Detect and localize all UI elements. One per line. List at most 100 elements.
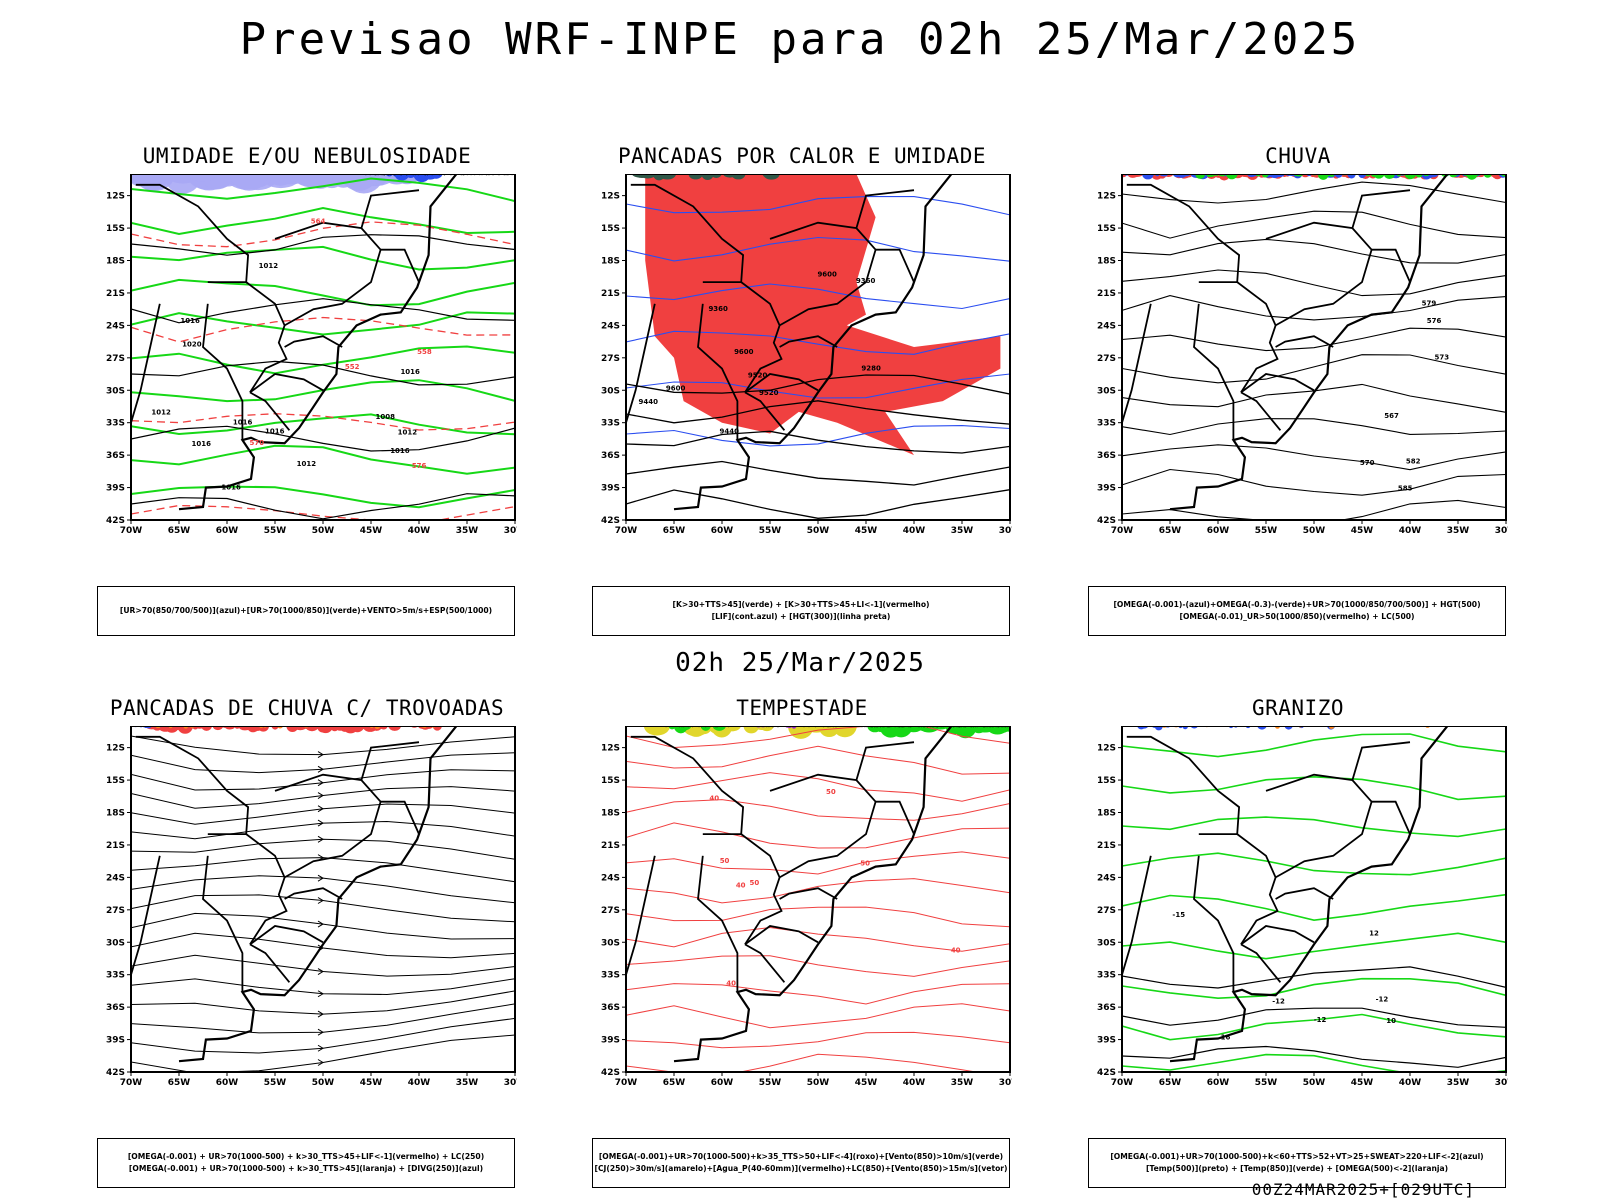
precipitable-water-contour — [626, 745, 1010, 775]
page-title: Previsao WRF-INPE para 02h 25/Mar/2025 — [239, 14, 1361, 65]
map-granizo: -12 -12 12 -15 16 -12 10 12S 15S 18S 21S 24S 27S 30S 3… — [1097, 726, 1508, 1088]
lon-tick-label: 50W — [312, 526, 335, 536]
country-border — [875, 800, 915, 835]
lon-tick-label: 35W — [951, 526, 974, 536]
lon-tick-label: 30W — [504, 526, 517, 536]
lon-tick-label: 45W — [360, 526, 383, 536]
thunderstorm-area — [238, 726, 252, 731]
lon-tick-label: 50W — [807, 526, 830, 536]
humidity-low-level-contour — [131, 413, 515, 436]
k-tts-area — [701, 174, 714, 181]
lat-tick-label: 27S — [106, 906, 125, 916]
precipitable-water-contour — [626, 851, 1010, 875]
country-border — [284, 887, 343, 900]
panel-title: UMIDADE E/OU NEBULOSIDADE — [142, 144, 472, 168]
temp500-contour — [1122, 1045, 1506, 1068]
lat-tick-label: 15S — [1097, 224, 1116, 234]
lat-tick-label: 15S — [1097, 776, 1116, 786]
lon-tick-label: 65W — [168, 1078, 191, 1088]
country-border — [697, 855, 739, 992]
coastline — [673, 726, 953, 1063]
country-border — [1240, 391, 1282, 431]
hgt500-contour — [1122, 499, 1506, 520]
lifted-index-contour — [626, 283, 1010, 310]
lat-tick-label: 36S — [1097, 451, 1116, 461]
contour-label: -15 — [1172, 911, 1185, 919]
contour-label: 579 — [1422, 299, 1437, 307]
pressure-isobar — [131, 425, 515, 452]
streamline-arrow — [317, 792, 324, 799]
lifted-index-contour — [626, 373, 1010, 399]
country-border — [1240, 373, 1315, 394]
country-border — [1371, 248, 1411, 283]
precipitable-water-contour — [626, 1003, 1010, 1029]
lat-tick-label: 24S — [1097, 873, 1116, 883]
contour-label: 1008 — [376, 413, 396, 421]
hgt500-contour — [1122, 468, 1506, 496]
country-border — [1236, 833, 1279, 945]
lat-tick-label: 27S — [1097, 906, 1116, 916]
contour-label: -12 — [1376, 996, 1389, 1004]
lon-tick-label: 60W — [1207, 526, 1230, 536]
map-background — [131, 726, 515, 1072]
wind850-area — [954, 726, 969, 734]
country-border — [1351, 189, 1411, 229]
contour-label: 558 — [417, 348, 432, 356]
lat-tick-label: 24S — [601, 321, 620, 331]
country-border — [360, 189, 420, 229]
lon-tick-label: 30W — [1495, 526, 1508, 536]
lat-tick-label: 21S — [601, 289, 620, 299]
lon-tick-label: 70W — [120, 1078, 143, 1088]
lon-tick-label: 50W — [312, 1078, 335, 1088]
contour-label: 576 — [412, 462, 427, 470]
lon-tick-label: 55W — [759, 526, 782, 536]
lat-tick-label: 18S — [1097, 257, 1116, 267]
hgt500-contour — [1122, 238, 1506, 264]
streamline-arrow — [317, 835, 324, 843]
country-border — [1275, 887, 1334, 900]
thunderstorm-area — [212, 726, 224, 731]
temp850-contour — [1122, 733, 1506, 758]
lat-tick-label: 30S — [601, 386, 620, 396]
contour-label: 10 — [1386, 1017, 1396, 1025]
lon-tick-label: 60W — [711, 1078, 734, 1088]
lifted-index-contour — [626, 330, 1010, 355]
temp850-contour — [1122, 932, 1506, 960]
map-background — [1122, 174, 1506, 520]
panel-legend: [K>30+TTS>45](verde) + [K>30+TTS>45+LI<-… — [592, 586, 1010, 636]
contour-label: 1016 — [233, 418, 253, 426]
country-border — [1122, 303, 1152, 433]
lat-tick-label: 30S — [1097, 386, 1116, 396]
legend-line-1: [OMEGA(-0.001) + UR>70(1000-500) + k>30_… — [127, 1152, 485, 1161]
lon-tick-label: 70W — [615, 1078, 638, 1088]
lat-tick-label: 12S — [1097, 744, 1116, 754]
lon-tick-label: 35W — [456, 1078, 479, 1088]
panel-title: PANCADAS DE CHUVA C/ TROVOADAS — [109, 696, 505, 720]
contour-label: 1016 — [221, 483, 241, 491]
lon-tick-label: 65W — [168, 526, 191, 536]
lat-tick-label: 42S — [601, 1068, 620, 1078]
country-border — [697, 303, 739, 440]
lon-tick-label: 70W — [615, 526, 638, 536]
country-border — [855, 741, 915, 781]
map-umidade: 1012 1016 1012 1016 1016 1012 1016 1016 1016 1012… — [106, 174, 517, 536]
contour-label: 9600 — [817, 271, 837, 279]
map-background — [1122, 726, 1506, 1072]
country-border — [1240, 925, 1315, 946]
country-border — [740, 281, 783, 393]
contour-label: 1012 — [297, 460, 317, 468]
contour-label: 564 — [311, 218, 326, 226]
precipitable-water-contour — [626, 1031, 1010, 1049]
lon-tick-label: 40W — [903, 1078, 926, 1088]
country-border — [1275, 335, 1334, 348]
country-border — [630, 183, 745, 283]
temp850-contour — [1122, 816, 1506, 838]
lat-tick-label: 42S — [1097, 516, 1116, 526]
wind850-area — [893, 726, 911, 735]
precipitable-water-contour — [626, 772, 1010, 802]
map-content: -12 -12 12 -15 16 -12 10 — [1122, 726, 1506, 1072]
lat-tick-label: 24S — [601, 873, 620, 883]
rain-strong-omega-area — [1404, 174, 1416, 180]
lon-tick-label: 45W — [1351, 1078, 1374, 1088]
legend-line-1: [K>30+TTS>45](verde) + [K>30+TTS>45+LI<-… — [672, 600, 930, 609]
